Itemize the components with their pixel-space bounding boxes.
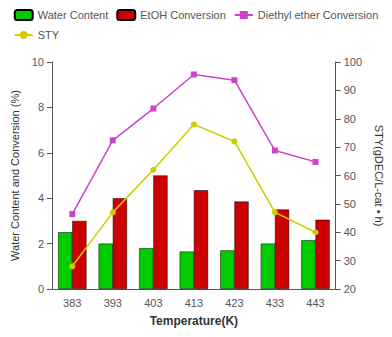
- svg-text:8: 8: [38, 101, 44, 113]
- svg-text:Water Content and Conversion (: Water Content and Conversion (%): [9, 90, 21, 261]
- svg-text:70: 70: [344, 141, 356, 153]
- svg-text:0: 0: [38, 283, 44, 295]
- svg-text:EtOH Conversion: EtOH Conversion: [140, 9, 226, 21]
- svg-text:403: 403: [144, 297, 162, 309]
- svg-text:50: 50: [344, 198, 356, 210]
- svg-text:Diethyl ether Conversion: Diethyl ether Conversion: [258, 9, 378, 21]
- svg-text:20: 20: [344, 283, 356, 295]
- svg-text:STY: STY: [38, 29, 60, 41]
- svg-text:60: 60: [344, 170, 356, 182]
- svg-text:Temperature(K): Temperature(K): [150, 314, 238, 328]
- svg-text:413: 413: [185, 297, 203, 309]
- svg-text:4: 4: [38, 192, 44, 204]
- svg-text:40: 40: [344, 226, 356, 238]
- svg-text:100: 100: [344, 56, 362, 68]
- svg-text:433: 433: [266, 297, 284, 309]
- svg-text:30: 30: [344, 255, 356, 267]
- svg-text:423: 423: [225, 297, 243, 309]
- svg-text:Water Content: Water Content: [38, 9, 109, 21]
- svg-text:6: 6: [38, 147, 44, 159]
- svg-text:80: 80: [344, 113, 356, 125]
- svg-text:393: 393: [104, 297, 122, 309]
- svg-text:2: 2: [38, 238, 44, 250]
- svg-text:383: 383: [63, 297, 81, 309]
- svg-text:90: 90: [344, 84, 356, 96]
- svg-text:10: 10: [32, 56, 44, 68]
- svg-text:STY(gDEC/L-cat • h): STY(gDEC/L-cat • h): [373, 125, 385, 227]
- svg-text:443: 443: [306, 297, 324, 309]
